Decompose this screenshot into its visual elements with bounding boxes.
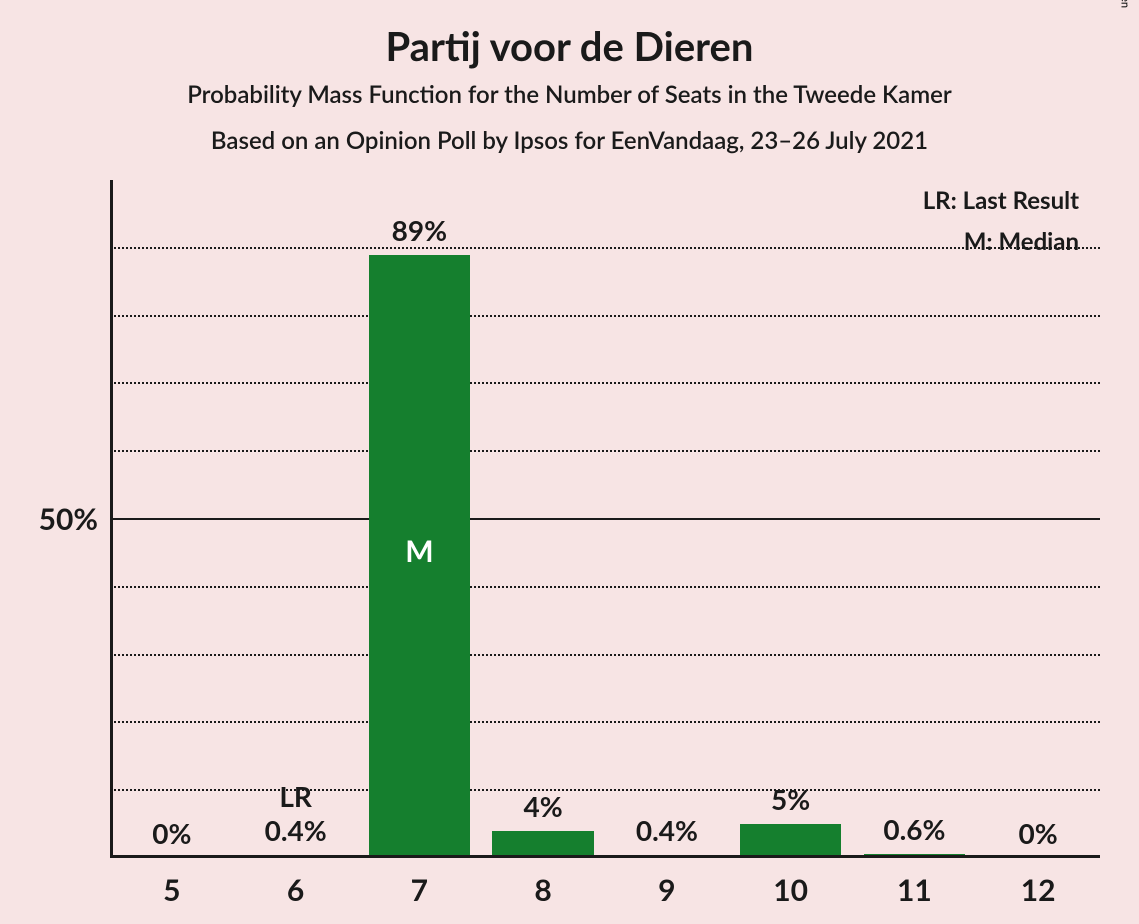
x-tick-label: 11 (897, 858, 932, 908)
chart-subtitle-1: Probability Mass Function for the Number… (0, 80, 1139, 109)
gridline-minor (110, 654, 1100, 656)
legend: LR: Last Result M: Median (923, 186, 1079, 256)
x-tick-label: 5 (163, 858, 180, 908)
chart-subtitle-2: Based on an Opinion Poll by Ipsos for Ee… (0, 126, 1139, 155)
gridline-minor (110, 450, 1100, 452)
x-tick-label: 12 (1021, 858, 1056, 908)
bar-value-label: 0.4% (636, 813, 698, 847)
y-tick-label: 50% (39, 501, 110, 537)
median-label: M (405, 533, 433, 569)
y-axis-line (110, 180, 113, 858)
x-axis-line (110, 855, 1100, 858)
bar-value-label: 0% (1019, 816, 1058, 850)
bar-value-label: 5% (771, 782, 810, 816)
x-tick-label: 7 (411, 858, 428, 908)
chart-canvas: Partij voor de Dieren Probability Mass F… (0, 0, 1139, 924)
bar-value-label: 4% (524, 789, 563, 823)
gridline-minor (110, 382, 1100, 384)
x-tick-label: 8 (534, 858, 551, 908)
bar (740, 824, 841, 858)
legend-line: LR: Last Result (923, 186, 1079, 215)
plot-area: 50%0%5LR0.4%6M89%74%80.4%95%100.6%110%12 (110, 180, 1100, 858)
chart-title: Partij voor de Dieren (0, 22, 1139, 70)
gridline-major (110, 518, 1100, 520)
bar-value-label: 0% (152, 816, 191, 850)
gridline-minor (110, 721, 1100, 723)
x-tick-label: 10 (773, 858, 808, 908)
legend-line: M: Median (923, 227, 1079, 256)
bar-value-label: 89% (392, 213, 447, 247)
bar-value-label: 0.6% (883, 812, 945, 846)
x-tick-label: 9 (658, 858, 675, 908)
bar-value-label: 0.4% (265, 813, 327, 847)
bar-annotation: LR (279, 779, 312, 813)
x-tick-label: 6 (287, 858, 304, 908)
copyright-label: © 2021 Filip van Laenen (1118, 0, 1131, 8)
gridline-minor (110, 586, 1100, 588)
bar (492, 831, 593, 858)
gridline-minor (110, 789, 1100, 791)
gridline-minor (110, 315, 1100, 317)
